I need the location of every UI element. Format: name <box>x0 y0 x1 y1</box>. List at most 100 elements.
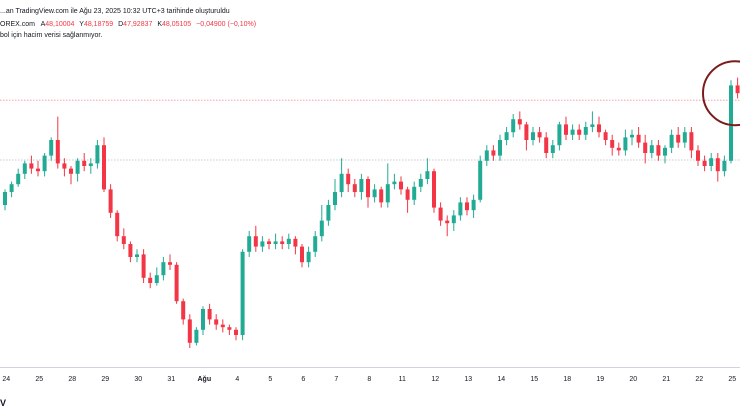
candle-body <box>128 244 133 257</box>
candle-body <box>187 319 192 343</box>
candle-body <box>709 158 714 166</box>
candle-body <box>392 181 397 185</box>
candle-body <box>451 215 456 224</box>
time-tick-label: 6 <box>301 376 305 383</box>
candle-body <box>729 85 733 161</box>
candle-body <box>148 277 153 283</box>
candle-body <box>715 158 720 172</box>
candle-body <box>326 205 331 221</box>
time-tick-label: 25 <box>728 376 736 383</box>
candle-body <box>115 212 120 237</box>
candle-body <box>412 186 417 200</box>
time-tick-label: 12 <box>431 376 439 383</box>
candle-body <box>458 202 463 216</box>
candle-body <box>267 241 271 244</box>
ohlc-open-value: 48,10004 <box>45 21 74 28</box>
ohlc-high-key: Y <box>79 21 84 28</box>
candle-body <box>201 309 205 330</box>
horizontal-lines <box>0 99 740 161</box>
candle-body <box>174 264 179 302</box>
candle-body <box>141 254 146 278</box>
time-tick-label: 30 <box>134 376 142 383</box>
candle-body <box>29 163 34 169</box>
candle-body <box>511 119 516 133</box>
header-created-line: ...an TradingView.com ile Ağu 23, 2025 1… <box>0 8 230 15</box>
candle-body <box>22 163 27 174</box>
candle-body <box>108 189 113 213</box>
candle-body <box>300 246 304 263</box>
candle-body <box>339 173 344 192</box>
candle-body <box>161 262 166 276</box>
time-tick-label: 11 <box>399 376 406 383</box>
time-tick-label: 5 <box>268 376 272 383</box>
candle-body <box>227 327 232 330</box>
candle-body <box>88 163 93 166</box>
candle-body <box>630 134 634 138</box>
candle-body <box>597 124 601 133</box>
header-source: OREX.com <box>0 21 35 28</box>
candle-body <box>286 238 291 244</box>
candle-body <box>531 132 535 140</box>
ohlc-close-value: 48,05105 <box>162 21 191 28</box>
candle-body <box>154 275 159 283</box>
candle-body <box>669 134 674 148</box>
candle-body <box>16 173 21 185</box>
time-tick-label: 13 <box>464 376 472 383</box>
candle-body <box>504 132 509 140</box>
candle-body <box>95 145 100 164</box>
time-tick-label: 29 <box>101 376 109 383</box>
header-ohlc-line: OREX.com A48,10004 Y48,18759 D47,92837 K… <box>0 21 256 28</box>
time-tick-label: 25 <box>35 376 43 383</box>
candle-body <box>491 150 496 156</box>
candle-body <box>214 319 219 325</box>
candle-body <box>590 124 595 127</box>
candle-body <box>616 147 621 151</box>
candle-body <box>306 251 311 263</box>
time-tick-label: 24 <box>2 376 10 383</box>
candle-body <box>247 236 252 252</box>
candle-body <box>333 192 337 205</box>
candle-body <box>676 134 681 143</box>
candle-body <box>702 160 707 166</box>
candle-body <box>656 145 661 156</box>
candle-body <box>682 132 687 143</box>
candle-body <box>352 184 357 192</box>
candle-body <box>366 179 370 198</box>
candle-body <box>478 160 483 200</box>
candle-body <box>9 184 14 192</box>
candle-body <box>696 150 700 161</box>
time-tick-label: 18 <box>563 376 571 383</box>
candle-body <box>735 85 740 94</box>
candle-body <box>465 202 469 211</box>
candle-body <box>550 145 555 153</box>
candle-body <box>722 160 727 172</box>
candle-body <box>432 171 436 208</box>
chart-header: ...an TradingView.com ile Ağu 23, 2025 1… <box>0 8 256 39</box>
time-tick-label: 7 <box>334 376 338 383</box>
candle-body <box>517 119 522 125</box>
time-tick-label: 20 <box>629 376 637 383</box>
candle-body <box>75 160 80 174</box>
candle-body <box>359 179 364 192</box>
candle-body <box>577 129 582 135</box>
candle-body <box>3 192 7 205</box>
candle-body <box>583 127 588 135</box>
candle-body <box>49 140 54 156</box>
ohlc-open-key: A <box>41 21 46 28</box>
candle-body <box>445 220 450 224</box>
header-volume-note: bol için hacim verisi sağlanmıyor. <box>0 32 102 39</box>
time-tick-label: 15 <box>530 376 538 383</box>
candle-body <box>194 329 199 343</box>
candle-body <box>524 124 529 140</box>
candle-body <box>260 241 265 247</box>
candle-body <box>82 160 87 166</box>
highlight-circle <box>702 60 740 127</box>
candle-body <box>253 236 258 247</box>
candle-body <box>689 132 694 151</box>
candle-body <box>207 309 212 320</box>
candle-body <box>280 241 285 244</box>
candle-body <box>643 142 648 153</box>
candle-body <box>385 184 390 203</box>
candle-body <box>135 254 139 257</box>
